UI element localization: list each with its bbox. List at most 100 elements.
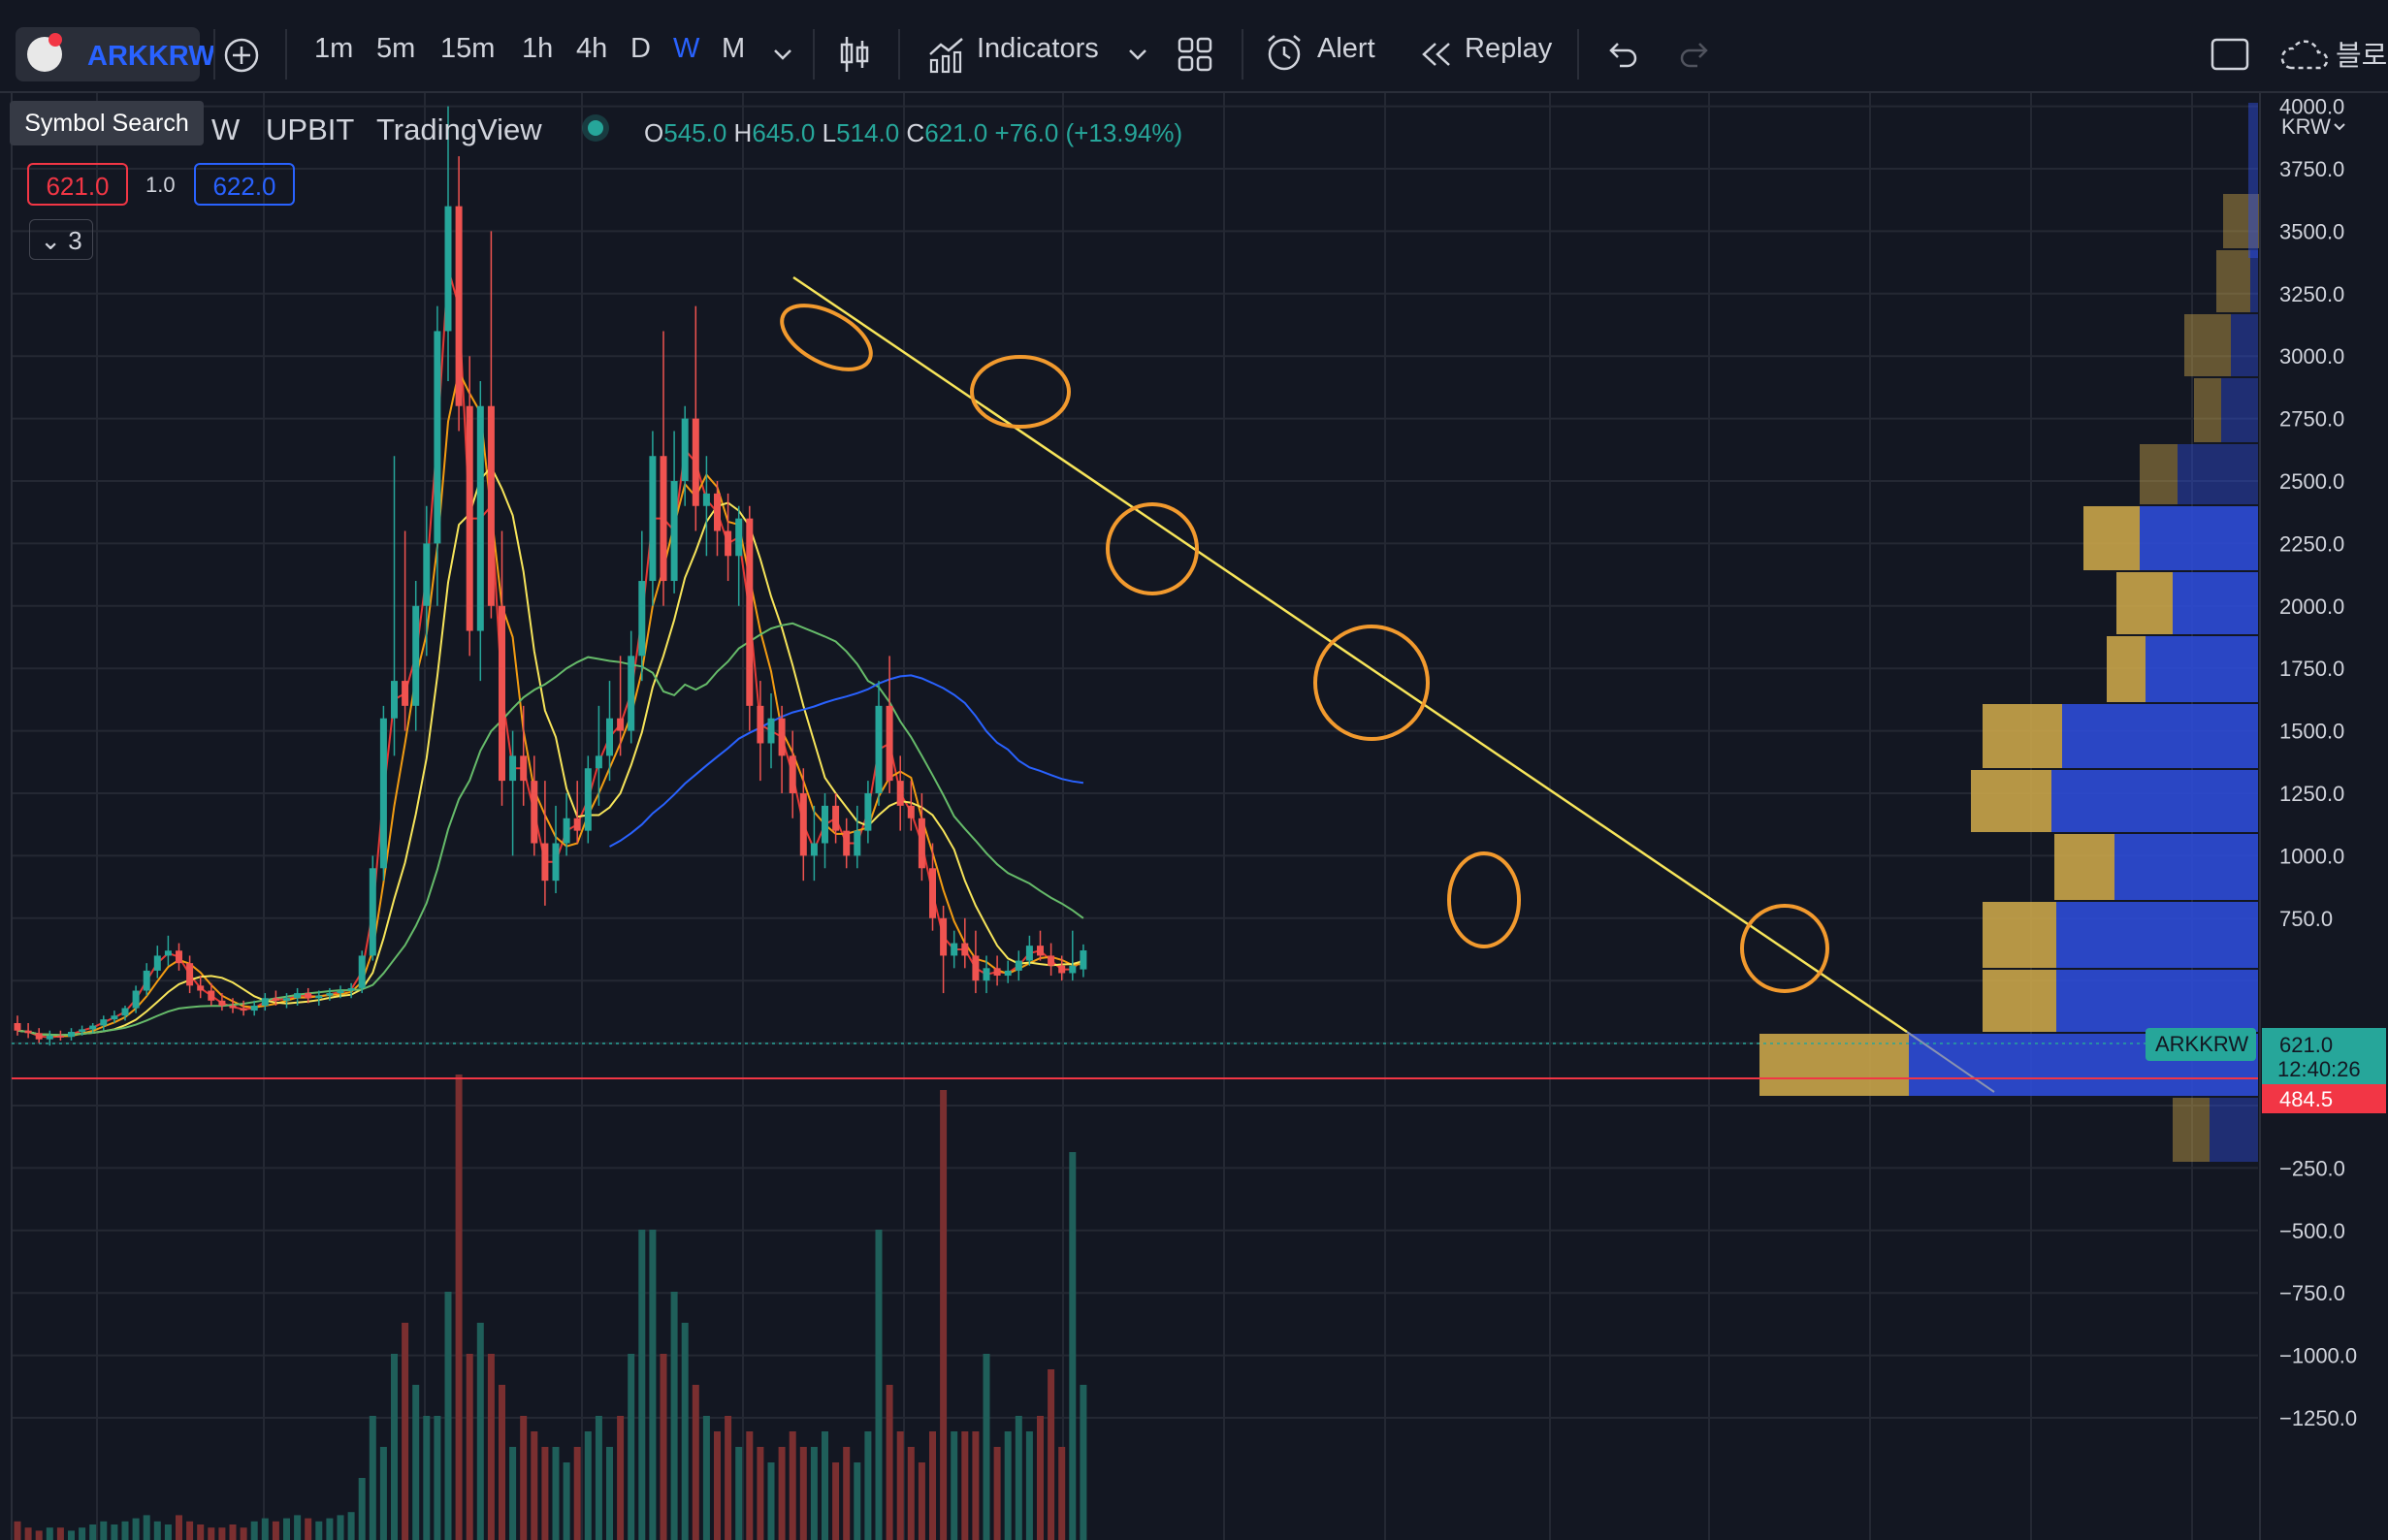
cloud-layout-name[interactable]: 블로: [2336, 41, 2388, 72]
fullscreen-box-icon[interactable]: [2210, 37, 2250, 72]
candle-body: [176, 950, 182, 964]
candle-body: [692, 418, 699, 506]
volume-profile-down-bar: [2146, 636, 2258, 702]
indicators-button[interactable]: Indicators: [977, 33, 1099, 64]
volume-profile-down-bar: [2051, 770, 2258, 832]
chart-canvas[interactable]: KRW4000.03750.03500.03250.03000.02750.02…: [0, 93, 2388, 1540]
alert-clock-icon[interactable]: [1265, 33, 1306, 74]
ohlc-close-key: C: [906, 118, 925, 147]
chevron-down-icon[interactable]: [1127, 47, 1148, 62]
volume-bar: [1037, 1416, 1044, 1540]
volume-bar: [197, 1524, 205, 1540]
volume-profile-up-bar: [2107, 636, 2146, 702]
volume-bar: [541, 1447, 549, 1540]
candle-body: [326, 993, 334, 996]
divider: [285, 29, 287, 80]
symbol-name: ARKKRW: [87, 41, 215, 72]
candle-body: [56, 1035, 64, 1038]
price-tick-label: 2250.0: [2279, 531, 2344, 556]
timeframe-1h[interactable]: 1h: [522, 33, 554, 64]
volume-profile-up-bar: [1983, 902, 2056, 968]
volume-profile-up-bar: [1983, 704, 2062, 768]
volume-bar: [1004, 1431, 1012, 1540]
ma-line-blue: [609, 674, 1084, 848]
ohlc-change: +76.0 (+13.94%): [994, 118, 1183, 147]
layout-grid-icon[interactable]: [1178, 37, 1212, 72]
cloud-save-icon[interactable]: [2279, 35, 2332, 74]
annotation-circle[interactable]: [772, 293, 882, 383]
volume-profile-up-bar: [2216, 250, 2250, 312]
candle-body: [89, 1025, 97, 1030]
chevron-down-icon[interactable]: [772, 47, 793, 62]
volume-bar: [121, 1521, 129, 1540]
candle-body: [961, 943, 969, 956]
volume-bar: [531, 1431, 538, 1540]
candle-body: [121, 1008, 129, 1016]
volume-bar: [402, 1323, 409, 1540]
replay-rewind-icon[interactable]: [1420, 41, 1453, 68]
replay-button[interactable]: Replay: [1465, 33, 1553, 64]
buy-price-button[interactable]: 622.0: [194, 163, 295, 206]
currency-label[interactable]: KRW: [2281, 114, 2331, 139]
timeframe-m[interactable]: M: [722, 33, 746, 64]
annotation-circle[interactable]: [970, 355, 1071, 429]
volume-bar: [552, 1447, 560, 1540]
timeframe-15m[interactable]: 15m: [440, 33, 496, 64]
sell-price-button[interactable]: 621.0: [27, 163, 128, 206]
symbol-logo-icon: [27, 33, 62, 72]
annotation-circle[interactable]: [1313, 625, 1430, 741]
volume-bar: [208, 1527, 215, 1540]
volume-bar: [229, 1524, 237, 1540]
candle-body: [294, 993, 302, 999]
indicators-icon[interactable]: [927, 35, 966, 74]
volume-bar: [218, 1527, 226, 1540]
alert-button[interactable]: Alert: [1317, 33, 1375, 64]
timeframe-5m[interactable]: 5m: [376, 33, 416, 64]
divider: [813, 29, 815, 80]
price-axis[interactable]: [2260, 93, 2388, 1540]
chevron-down-icon[interactable]: [2334, 123, 2345, 131]
candle-body: [725, 530, 732, 557]
candle-body: [1069, 965, 1077, 974]
annotation-circle[interactable]: [1106, 502, 1199, 595]
symbol-search-tooltip: Symbol Search: [10, 101, 204, 145]
candle-body: [412, 605, 420, 706]
timeframe-4h[interactable]: 4h: [576, 33, 608, 64]
volume-bar: [670, 1292, 678, 1540]
volume-bar: [283, 1518, 290, 1540]
volume-bar: [993, 1447, 1001, 1540]
volume-profile-down-bar: [2062, 704, 2258, 768]
indicators-collapse-toggle[interactable]: ⌄ 3: [29, 219, 93, 260]
timeframe-1m[interactable]: 1m: [314, 33, 354, 64]
volume-profile-up-bar: [2194, 378, 2221, 442]
symbol-search-button[interactable]: ARKKRW: [16, 27, 215, 81]
market-status-icon[interactable]: [588, 120, 603, 136]
undo-icon[interactable]: [1606, 39, 1639, 68]
volume-profile-down-bar: [2231, 314, 2258, 376]
candles-chart-type-icon[interactable]: [838, 35, 871, 74]
candle-body: [1037, 946, 1044, 956]
candle-body: [1004, 970, 1012, 977]
compare-add-icon[interactable]: [223, 37, 260, 74]
volume-bar: [1069, 1152, 1077, 1540]
volume-profile-up-bar: [1971, 770, 2051, 832]
volume-bar: [14, 1521, 21, 1540]
volume-bar: [369, 1416, 376, 1540]
chevron-down-icon: ⌄: [40, 226, 62, 255]
timeframe-w[interactable]: W: [673, 33, 700, 64]
volume-bar: [305, 1518, 312, 1540]
volume-bar: [100, 1521, 108, 1540]
volume-bar: [789, 1431, 796, 1540]
timeframe-d[interactable]: D: [630, 33, 651, 64]
symbol-tag-label: ARKKRW: [2155, 1032, 2248, 1056]
volume-bar: [972, 1431, 980, 1540]
annotation-circle[interactable]: [1740, 904, 1829, 993]
volume-bar: [606, 1447, 613, 1540]
candle-body: [369, 868, 376, 956]
redo-icon[interactable]: [1678, 39, 1711, 68]
legend-interval: W: [211, 112, 241, 146]
candle-body: [822, 805, 828, 844]
trend-line[interactable]: [792, 275, 1908, 1034]
volume-bar: [822, 1431, 828, 1540]
annotation-circle[interactable]: [1447, 851, 1521, 948]
